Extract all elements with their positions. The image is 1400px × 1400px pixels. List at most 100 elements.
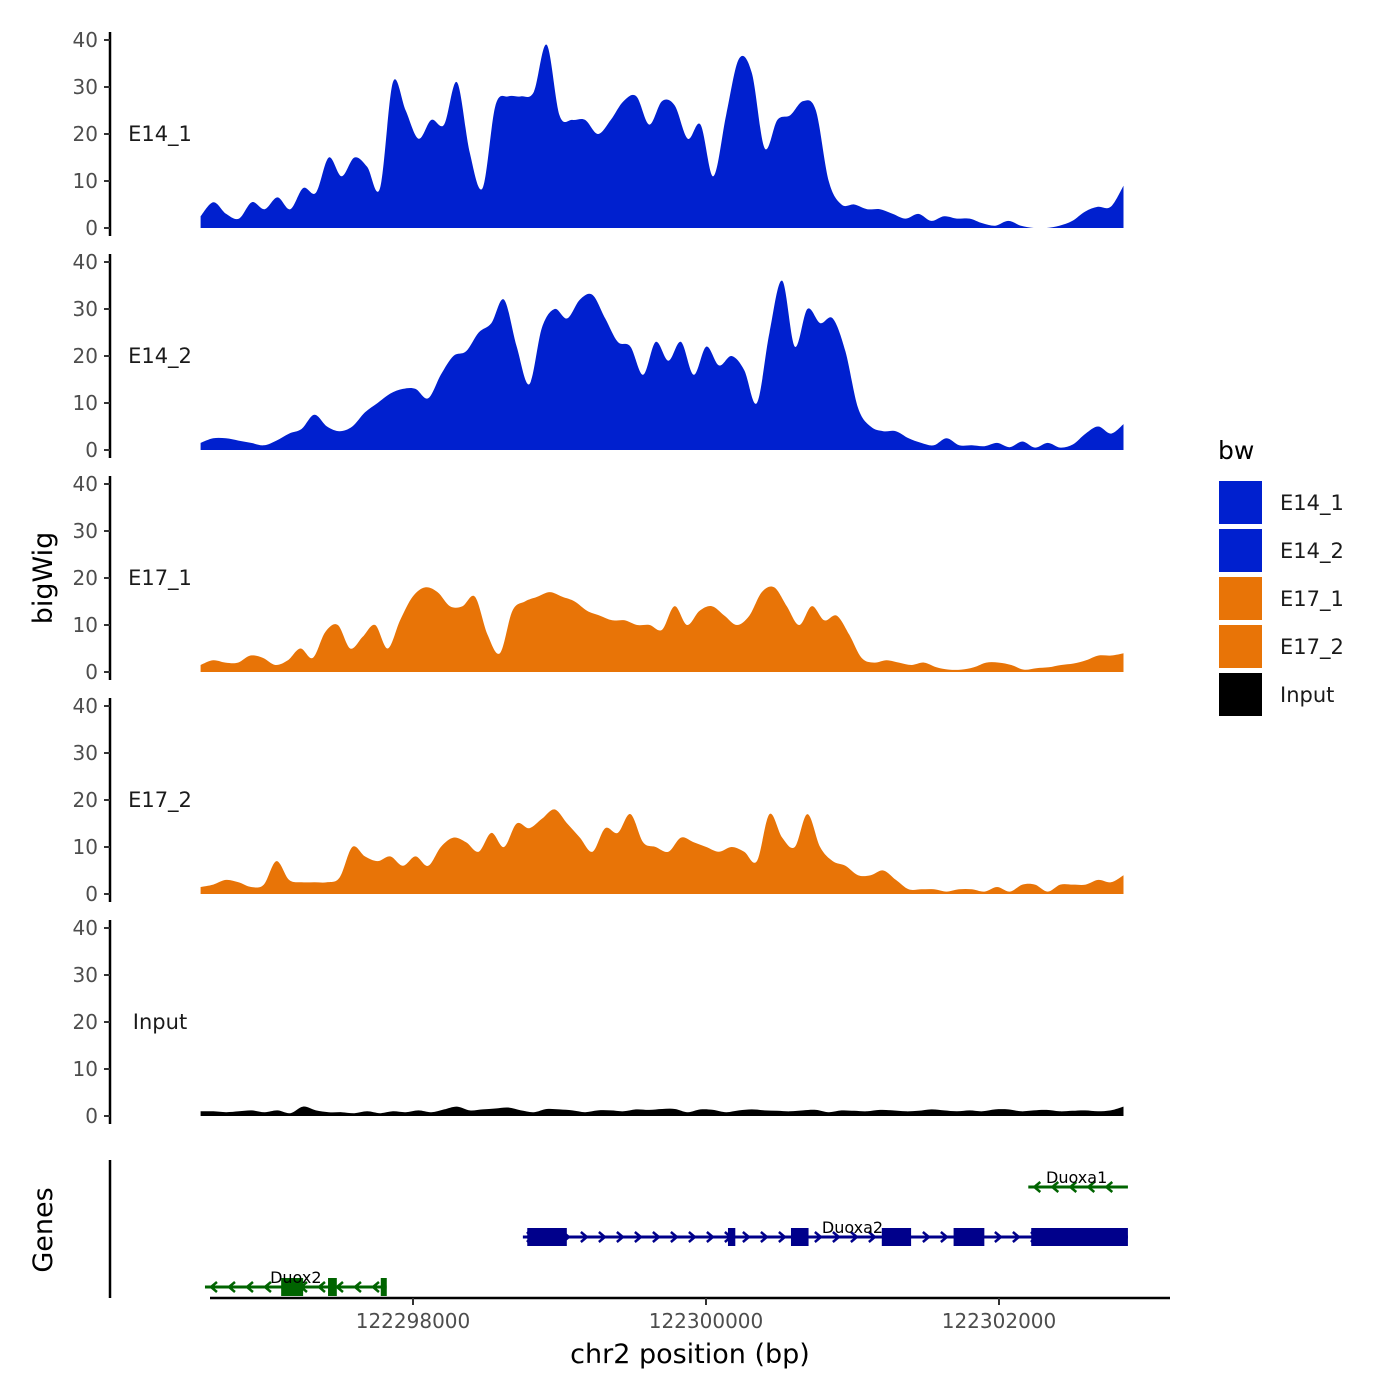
y-tick-label: 10 — [73, 1057, 98, 1081]
track-panels: 0 10 20 30 40 E14_1 0 10 20 30 40 E14_2 0 10 20 30 40 E17… — [73, 28, 1124, 1128]
strand-arrow — [1086, 1181, 1096, 1193]
y-tick-label: 30 — [73, 963, 98, 987]
track-panel-e14-1: 0 10 20 30 40 E14_1 — [73, 28, 1124, 240]
strand-arrow — [652, 1231, 661, 1243]
strand-arrow — [778, 1231, 787, 1243]
track-panel-e17-2: 0 10 20 30 40 E17_2 — [73, 694, 1124, 906]
strand-arrow — [940, 1231, 949, 1243]
strand-arrow — [1104, 1181, 1114, 1193]
track-label: E17_1 — [128, 566, 192, 591]
legend-swatch — [1217, 623, 1264, 670]
y-tick-label: 30 — [73, 297, 98, 321]
strand-arrow — [353, 1281, 362, 1293]
x-axis: 122298000 122300000 122302000 — [210, 1296, 1170, 1333]
strand-arrow — [688, 1231, 697, 1243]
legend-label: E14_2 — [1280, 539, 1344, 564]
legend: bw E14_1 E14_2 E17_1 E17_2 Input — [1217, 436, 1344, 718]
y-tick-label: 0 — [85, 216, 98, 240]
y-tick-label: 20 — [73, 122, 98, 146]
strand-arrow — [245, 1281, 254, 1293]
y-tick-label: 30 — [73, 741, 98, 765]
legend-label: E14_1 — [1280, 491, 1344, 516]
y-tick-label: 0 — [85, 438, 98, 462]
strand-arrow — [580, 1231, 589, 1243]
legend-label: Input — [1280, 683, 1334, 707]
strand-arrow — [371, 1281, 380, 1293]
strand-arrow — [922, 1231, 931, 1243]
strand-arrow — [227, 1281, 236, 1293]
strand-arrow — [814, 1231, 823, 1243]
strand-arrow — [598, 1231, 607, 1243]
genes-axis-title: Genes — [28, 1187, 59, 1272]
gene-duoxa1: Duoxa1 — [1028, 1168, 1128, 1193]
track-panel-e14-2: 0 10 20 30 40 E14_2 — [73, 250, 1124, 462]
legend-label: E17_1 — [1280, 587, 1344, 612]
y-tick-label: 10 — [73, 391, 98, 415]
strand-arrow — [263, 1281, 272, 1293]
x-tick-label: 122298000 — [356, 1309, 471, 1333]
coverage-area — [200, 809, 1124, 894]
strand-arrow — [1032, 1181, 1042, 1193]
exon — [380, 1278, 387, 1296]
legend-label: E17_2 — [1280, 635, 1344, 660]
strand-arrow — [760, 1231, 769, 1243]
y-tick-label: 10 — [73, 835, 98, 859]
track-panel-e17-1: 0 10 20 30 40 E17_1 — [73, 472, 1124, 684]
strand-arrow — [742, 1231, 751, 1243]
gene-label: Duoxa2 — [822, 1218, 883, 1237]
strand-arrow — [317, 1281, 326, 1293]
gene-duoxa2: Duoxa2 — [522, 1218, 1128, 1246]
strand-arrow — [1068, 1181, 1078, 1193]
legend-swatch — [1217, 671, 1264, 718]
x-tick-label: 122300000 — [649, 1309, 764, 1333]
y-tick-label: 20 — [73, 566, 98, 590]
y-tick-label: 40 — [73, 916, 98, 940]
track-panel-input: 0 10 20 30 40 Input — [73, 916, 1124, 1128]
coverage-area — [200, 586, 1124, 672]
y-tick-label: 40 — [73, 250, 98, 274]
strand-arrow — [706, 1231, 715, 1243]
strand-arrow — [832, 1231, 841, 1243]
strand-arrow — [1050, 1181, 1060, 1193]
y-tick-label: 40 — [73, 28, 98, 52]
y-tick-label: 20 — [73, 788, 98, 812]
coverage-area — [200, 44, 1124, 229]
y-tick-label: 10 — [73, 169, 98, 193]
y-tick-label: 40 — [73, 694, 98, 718]
strand-arrow — [616, 1231, 625, 1243]
coverage-area — [200, 280, 1124, 450]
x-tick-label: 122302000 — [942, 1309, 1057, 1333]
y-tick-label: 20 — [73, 344, 98, 368]
x-axis-title: chr2 position (bp) — [570, 1339, 810, 1370]
track-label: E17_2 — [128, 788, 192, 813]
gene-track: Duoxa1 Duoxa2 Duox2 — [108, 1160, 1128, 1298]
legend-title: bw — [1218, 436, 1254, 465]
legend-swatch — [1217, 527, 1264, 574]
coverage-area — [200, 1106, 1124, 1116]
y-axis-title: bigWig — [28, 532, 59, 625]
strand-arrow — [209, 1281, 218, 1293]
y-tick-label: 0 — [85, 882, 98, 906]
strand-arrow — [850, 1231, 859, 1243]
y-tick-label: 40 — [73, 472, 98, 496]
gene-label: Duox2 — [270, 1268, 321, 1287]
strand-arrow — [670, 1231, 679, 1243]
legend-swatch — [1217, 479, 1264, 526]
exon — [527, 1228, 567, 1246]
y-tick-label: 10 — [73, 613, 98, 637]
exon — [281, 1278, 304, 1296]
exon — [328, 1278, 337, 1296]
strand-arrow — [1012, 1231, 1021, 1243]
y-tick-label: 0 — [85, 660, 98, 684]
strand-arrow — [335, 1281, 344, 1293]
strand-arrow — [634, 1231, 643, 1243]
y-tick-label: 30 — [73, 75, 98, 99]
gene-label: Duoxa1 — [1046, 1168, 1107, 1187]
y-tick-label: 30 — [73, 519, 98, 543]
exon — [790, 1228, 809, 1246]
strand-arrow — [868, 1231, 877, 1243]
exon — [1031, 1228, 1128, 1246]
track-label: E14_1 — [128, 122, 192, 147]
exon — [727, 1228, 736, 1246]
